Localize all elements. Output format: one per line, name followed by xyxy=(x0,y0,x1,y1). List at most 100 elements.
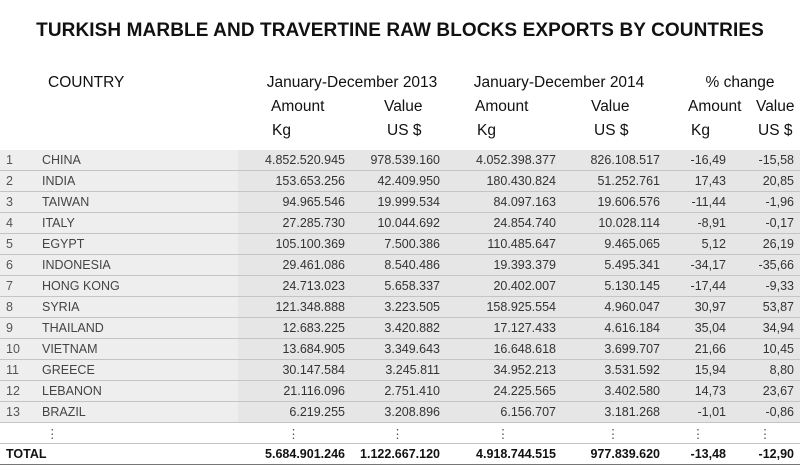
pct-amount-cell: 14,73 xyxy=(666,380,732,402)
amount-2014-cell: 34.952.213 xyxy=(446,359,562,381)
value-2013-cell: 3.420.882 xyxy=(351,317,446,339)
total-pct-value: -12,90 xyxy=(732,443,800,465)
country-cell: BRAZIL xyxy=(40,401,238,423)
pct-value-cell: -9,33 xyxy=(732,275,800,297)
header-value-2013: Value xyxy=(384,98,423,115)
header-unit-kg-2014: Kg xyxy=(477,122,496,139)
pct-value-cell: -1,96 xyxy=(732,191,800,213)
exports-table: 1 CHINA 4.852.520.945 978.539.160 4.052.398.… xyxy=(0,150,800,465)
rank-cell: 7 xyxy=(0,275,40,297)
country-cell: INDIA xyxy=(40,170,238,192)
amount-2013-cell: 121.348.888 xyxy=(238,296,351,318)
header-country: COUNTRY xyxy=(48,74,125,91)
rank-cell: 13 xyxy=(0,401,40,423)
value-2013-cell: 3.349.643 xyxy=(351,338,446,360)
ellipsis-cell: ⋮ xyxy=(446,422,562,444)
table-row: 1 CHINA 4.852.520.945 978.539.160 4.052.398.… xyxy=(0,150,800,171)
country-cell: SYRIA xyxy=(40,296,238,318)
value-2013-cell: 3.208.896 xyxy=(351,401,446,423)
pct-amount-cell: 30,97 xyxy=(666,296,732,318)
country-cell: LEBANON xyxy=(40,380,238,402)
pct-amount-cell: 35,04 xyxy=(666,317,732,339)
ellipsis-cell: ⋮ xyxy=(666,422,732,444)
table-row: 11 GREECE 30.147.584 3.245.811 34.952.213 3.5… xyxy=(0,359,800,381)
amount-2014-cell: 180.430.824 xyxy=(446,170,562,192)
total-value-2014: 977.839.620 xyxy=(562,443,666,465)
table-row: 10 VIETNAM 13.684.905 3.349.643 16.648.618 3.… xyxy=(0,338,800,360)
amount-2013-cell: 21.116.096 xyxy=(238,380,351,402)
rank-cell: 2 xyxy=(0,170,40,192)
amount-2014-cell: 24.854.740 xyxy=(446,212,562,234)
pct-amount-cell: -11,44 xyxy=(666,191,732,213)
country-cell: ITALY xyxy=(40,212,238,234)
header-amount-2014: Amount xyxy=(475,98,529,115)
rank-cell: 6 xyxy=(0,254,40,276)
rank-cell: 11 xyxy=(0,359,40,381)
table-row: 2 INDIA 153.653.256 42.409.950 180.430.824 51… xyxy=(0,170,800,192)
amount-2013-cell: 27.285.730 xyxy=(238,212,351,234)
amount-2013-cell: 94.965.546 xyxy=(238,191,351,213)
country-cell: TAIWAN xyxy=(40,191,238,213)
header-unit-kg-2013: Kg xyxy=(272,122,291,139)
pct-value-cell: -0,86 xyxy=(732,401,800,423)
amount-2014-cell: 24.225.565 xyxy=(446,380,562,402)
table-row: 7 HONG KONG 24.713.023 5.658.337 20.402.007 5… xyxy=(0,275,800,297)
header-period-2013: January-December 2013 xyxy=(266,74,438,91)
value-2014-cell: 3.402.580 xyxy=(562,380,666,402)
value-2013-cell: 3.245.811 xyxy=(351,359,446,381)
pct-value-cell: -35,66 xyxy=(732,254,800,276)
total-label: TOTAL xyxy=(0,443,238,465)
header-value-2014: Value xyxy=(591,98,630,115)
amount-2013-cell: 6.219.255 xyxy=(238,401,351,423)
table-row: 6 INDONESIA 29.461.086 8.540.486 19.393.379 5… xyxy=(0,254,800,276)
header-pct-change: % change xyxy=(705,74,775,91)
country-cell: CHINA xyxy=(40,150,238,171)
pct-amount-cell: -16,49 xyxy=(666,150,732,171)
total-value-2013: 1.122.667.120 xyxy=(351,443,446,465)
table-row: 5 EGYPT 105.100.369 7.500.386 110.485.647 9.4… xyxy=(0,233,800,255)
pct-amount-cell: -34,17 xyxy=(666,254,732,276)
pct-value-cell: 8,80 xyxy=(732,359,800,381)
pct-amount-cell: -17,44 xyxy=(666,275,732,297)
table-body: 1 CHINA 4.852.520.945 978.539.160 4.052.398.… xyxy=(0,150,800,465)
rank-cell: 1 xyxy=(0,150,40,171)
amount-2013-cell: 30.147.584 xyxy=(238,359,351,381)
amount-2014-cell: 4.052.398.377 xyxy=(446,150,562,171)
amount-2013-cell: 29.461.086 xyxy=(238,254,351,276)
ellipsis-cell: ⋮ xyxy=(562,422,666,444)
value-2014-cell: 5.130.145 xyxy=(562,275,666,297)
value-2013-cell: 978.539.160 xyxy=(351,150,446,171)
header-value-pct: Value xyxy=(756,98,795,115)
value-2014-cell: 51.252.761 xyxy=(562,170,666,192)
rank-cell: 12 xyxy=(0,380,40,402)
amount-2014-cell: 17.127.433 xyxy=(446,317,562,339)
country-cell: VIETNAM xyxy=(40,338,238,360)
amount-2014-cell: 6.156.707 xyxy=(446,401,562,423)
value-2013-cell: 7.500.386 xyxy=(351,233,446,255)
amount-2013-cell: 24.713.023 xyxy=(238,275,351,297)
header-unit-usd-2014: US $ xyxy=(594,122,629,139)
ellipsis-row: ⋮ ⋮ ⋮ ⋮ ⋮ ⋮ ⋮ xyxy=(0,422,800,444)
pct-amount-cell: -8,91 xyxy=(666,212,732,234)
value-2014-cell: 826.108.517 xyxy=(562,150,666,171)
rank-cell: 3 xyxy=(0,191,40,213)
header-amount-pct: Amount xyxy=(688,98,742,115)
value-2014-cell: 4.616.184 xyxy=(562,317,666,339)
value-2013-cell: 3.223.505 xyxy=(351,296,446,318)
country-cell: EGYPT xyxy=(40,233,238,255)
amount-2013-cell: 12.683.225 xyxy=(238,317,351,339)
ellipsis-cell: ⋮ xyxy=(732,422,800,444)
country-cell: INDONESIA xyxy=(40,254,238,276)
amount-2014-cell: 16.648.618 xyxy=(446,338,562,360)
pct-amount-cell: 17,43 xyxy=(666,170,732,192)
value-2014-cell: 9.465.065 xyxy=(562,233,666,255)
pct-value-cell: 26,19 xyxy=(732,233,800,255)
value-2013-cell: 19.999.534 xyxy=(351,191,446,213)
country-cell: THAILAND xyxy=(40,317,238,339)
value-2013-cell: 5.658.337 xyxy=(351,275,446,297)
value-2014-cell: 4.960.047 xyxy=(562,296,666,318)
value-2013-cell: 8.540.486 xyxy=(351,254,446,276)
page-title: TURKISH MARBLE AND TRAVERTINE RAW BLOCKS… xyxy=(36,20,764,41)
pct-value-cell: 10,45 xyxy=(732,338,800,360)
header-unit-usd-pct: US $ xyxy=(758,122,793,139)
